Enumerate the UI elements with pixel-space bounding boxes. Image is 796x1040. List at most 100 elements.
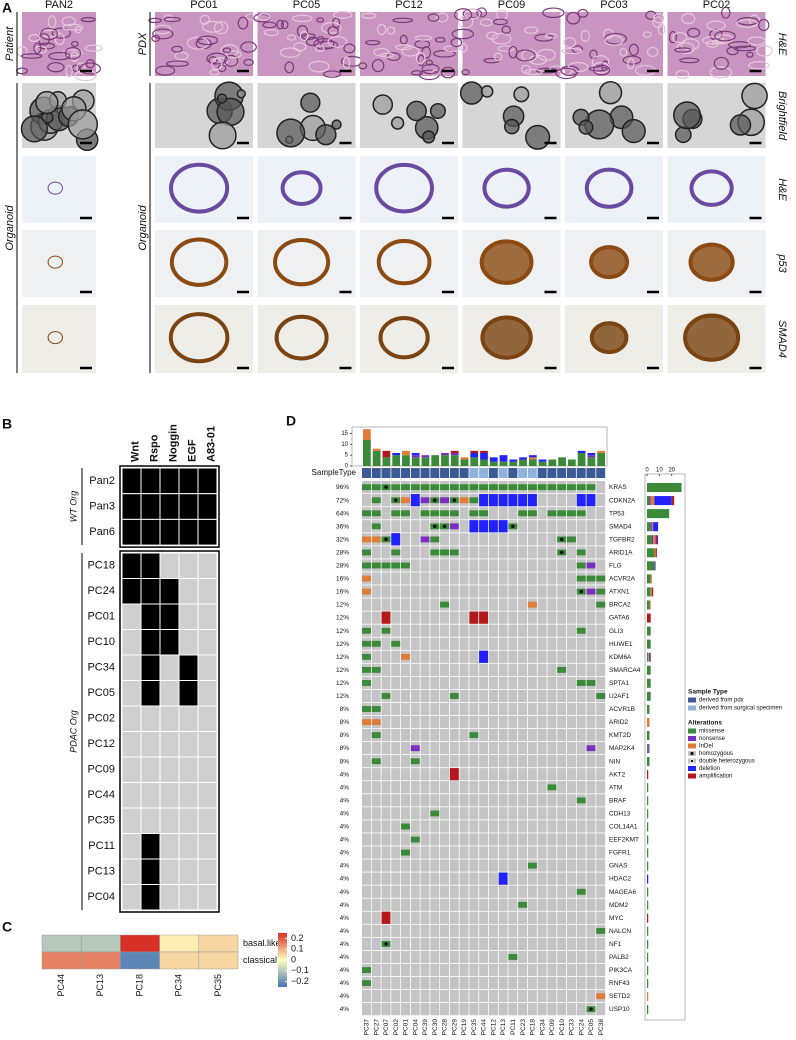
top-bar-segment xyxy=(411,455,420,458)
empty-cell xyxy=(401,781,410,794)
matrix-cell xyxy=(159,629,180,656)
empty-cell xyxy=(479,924,489,937)
side-bar-segment xyxy=(647,809,649,819)
empty-cell xyxy=(566,976,576,990)
gene-name: SETD2 xyxy=(609,993,630,1000)
empty-cell xyxy=(469,768,479,781)
matrix-cell xyxy=(197,858,218,885)
column-label: PC18 xyxy=(134,974,144,997)
empty-cell xyxy=(469,976,479,990)
empty-cell xyxy=(401,833,410,846)
empty-cell xyxy=(537,872,547,885)
alteration xyxy=(420,536,430,543)
matrix-cell xyxy=(121,680,142,707)
matrix-cell xyxy=(178,680,199,707)
row-group-label: Organoid xyxy=(4,204,16,250)
micrograph xyxy=(462,305,561,373)
empty-cell xyxy=(518,807,528,820)
empty-cell xyxy=(479,937,489,950)
tissue-texture xyxy=(746,51,754,58)
empty-cell xyxy=(527,742,537,755)
empty-cell xyxy=(527,572,537,585)
tissue-texture xyxy=(213,20,229,35)
empty-cell xyxy=(391,585,401,598)
empty-cell xyxy=(498,507,508,520)
alteration xyxy=(362,680,371,686)
organoid xyxy=(208,121,237,150)
empty-cell xyxy=(410,872,420,885)
organoid xyxy=(216,93,228,104)
empty-cell xyxy=(449,611,459,624)
gene-name: MAGEA6 xyxy=(609,889,636,896)
empty-cell xyxy=(420,676,430,689)
empty-cell xyxy=(498,807,508,820)
sample-label: PC29 xyxy=(451,1019,458,1036)
top-bar-segment xyxy=(480,450,488,453)
empty-cell xyxy=(449,859,459,872)
empty-cell xyxy=(576,689,586,703)
alteration xyxy=(459,484,469,491)
empty-cell xyxy=(391,885,401,898)
alteration xyxy=(401,510,410,517)
empty-cell xyxy=(518,833,528,846)
empty-cell xyxy=(537,728,547,742)
empty-cell xyxy=(498,989,508,1003)
alteration xyxy=(371,706,381,712)
top-bar-segment xyxy=(528,459,537,466)
empty-cell xyxy=(410,572,420,585)
empty-cell xyxy=(381,572,391,585)
micrograph xyxy=(360,156,458,223)
empty-cell xyxy=(527,755,537,768)
empty-cell xyxy=(547,794,557,807)
tissue-texture xyxy=(464,8,481,20)
sample-type-cell xyxy=(547,468,557,478)
empty-cell xyxy=(498,742,508,755)
empty-cell xyxy=(371,742,381,755)
top-bar-segment xyxy=(587,453,596,456)
empty-cell xyxy=(537,742,547,755)
empty-cell xyxy=(586,637,596,650)
side-bar-frame xyxy=(644,473,686,1021)
gene-percent: 8% xyxy=(340,745,350,752)
tissue-texture xyxy=(152,28,174,40)
empty-cell xyxy=(596,494,606,507)
top-bar-segment xyxy=(392,455,401,466)
side-bar-segment xyxy=(650,587,652,597)
empty-cell xyxy=(498,533,508,546)
empty-cell xyxy=(547,833,557,846)
tissue-texture xyxy=(342,56,351,70)
tissue-texture xyxy=(726,46,739,56)
empty-cell xyxy=(420,520,430,533)
organoid xyxy=(276,118,306,148)
gene-percent: 4% xyxy=(340,876,350,883)
alteration xyxy=(479,520,489,533)
empty-cell xyxy=(547,872,557,885)
sample-label: PC39 xyxy=(422,1019,429,1036)
empty-cell xyxy=(371,976,381,990)
empty-cell xyxy=(527,611,537,624)
empty-cell xyxy=(498,820,508,833)
empty-cell xyxy=(440,885,450,898)
alteration xyxy=(596,993,606,1000)
organoid-section xyxy=(169,237,229,287)
empty-cell xyxy=(420,872,430,885)
matrix-cell xyxy=(159,680,180,707)
side-bar-segment xyxy=(647,639,651,649)
alteration xyxy=(401,484,410,491)
empty-cell xyxy=(362,768,371,781)
empty-cell xyxy=(586,768,596,781)
empty-cell xyxy=(440,937,450,950)
alteration xyxy=(430,523,440,530)
gene-name: KMT2D xyxy=(609,732,631,739)
empty-cell xyxy=(391,663,401,676)
empty-cell xyxy=(566,820,576,833)
empty-cell xyxy=(518,572,528,585)
empty-cell xyxy=(537,794,547,807)
empty-cell xyxy=(479,585,489,598)
empty-cell xyxy=(488,755,498,768)
matrix-cell xyxy=(197,603,218,630)
empty-cell xyxy=(362,846,371,859)
empty-cell xyxy=(547,898,557,911)
alteration xyxy=(586,745,596,752)
empty-cell xyxy=(469,559,479,572)
